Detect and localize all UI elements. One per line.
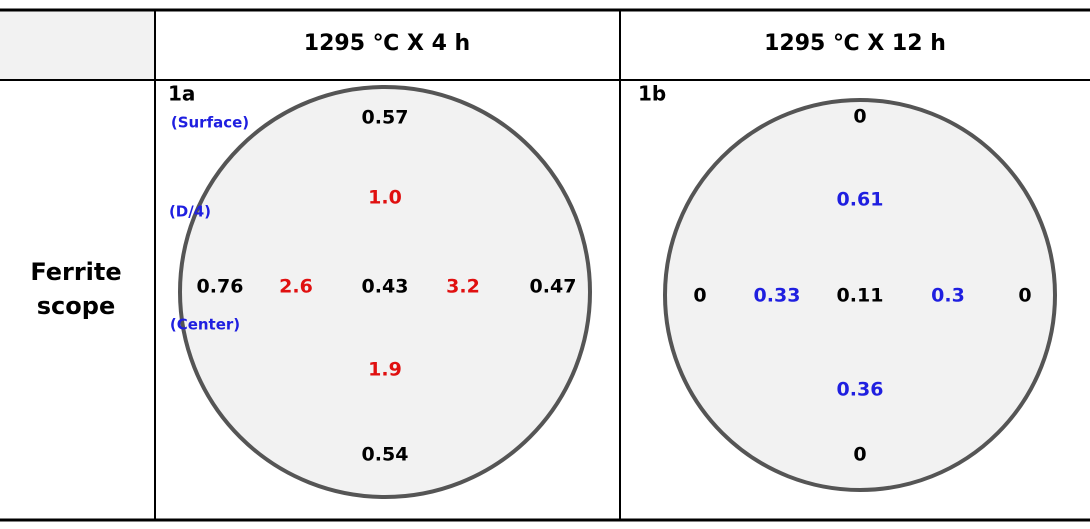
reading: 1.0 bbox=[368, 187, 402, 209]
reading: 0 bbox=[853, 444, 866, 466]
position-label: (Center) bbox=[170, 316, 240, 334]
reading: 0.57 bbox=[362, 107, 409, 129]
sample-circle bbox=[178, 85, 592, 499]
reading: 0 bbox=[693, 285, 706, 307]
row-label: scope bbox=[37, 292, 115, 320]
reading: 0 bbox=[853, 106, 866, 128]
row-label: Ferrite bbox=[30, 258, 121, 286]
reading: 0.54 bbox=[362, 444, 409, 466]
reading: 0.43 bbox=[362, 276, 409, 298]
reading: 0.76 bbox=[197, 276, 244, 298]
sample-circle bbox=[663, 98, 1057, 492]
reading: 0.11 bbox=[837, 285, 884, 307]
reading: 0.3 bbox=[931, 285, 965, 307]
reading: 0.33 bbox=[754, 285, 801, 307]
column-header: 1295 ℃ X 4 h bbox=[304, 31, 470, 56]
reading: 2.6 bbox=[279, 276, 313, 298]
panel-label: 1b bbox=[638, 82, 666, 106]
position-label: (Surface) bbox=[171, 114, 249, 132]
column-header: 1295 ℃ X 12 h bbox=[764, 31, 946, 56]
position-label: (D/4) bbox=[169, 203, 211, 221]
panel-label: 1a bbox=[168, 82, 195, 106]
reading: 3.2 bbox=[446, 276, 480, 298]
reading: 1.9 bbox=[368, 359, 402, 381]
reading: 0 bbox=[1018, 285, 1031, 307]
header-corner bbox=[0, 10, 155, 80]
reading: 0.47 bbox=[530, 276, 577, 298]
reading: 0.36 bbox=[837, 379, 884, 401]
reading: 0.61 bbox=[837, 189, 884, 211]
